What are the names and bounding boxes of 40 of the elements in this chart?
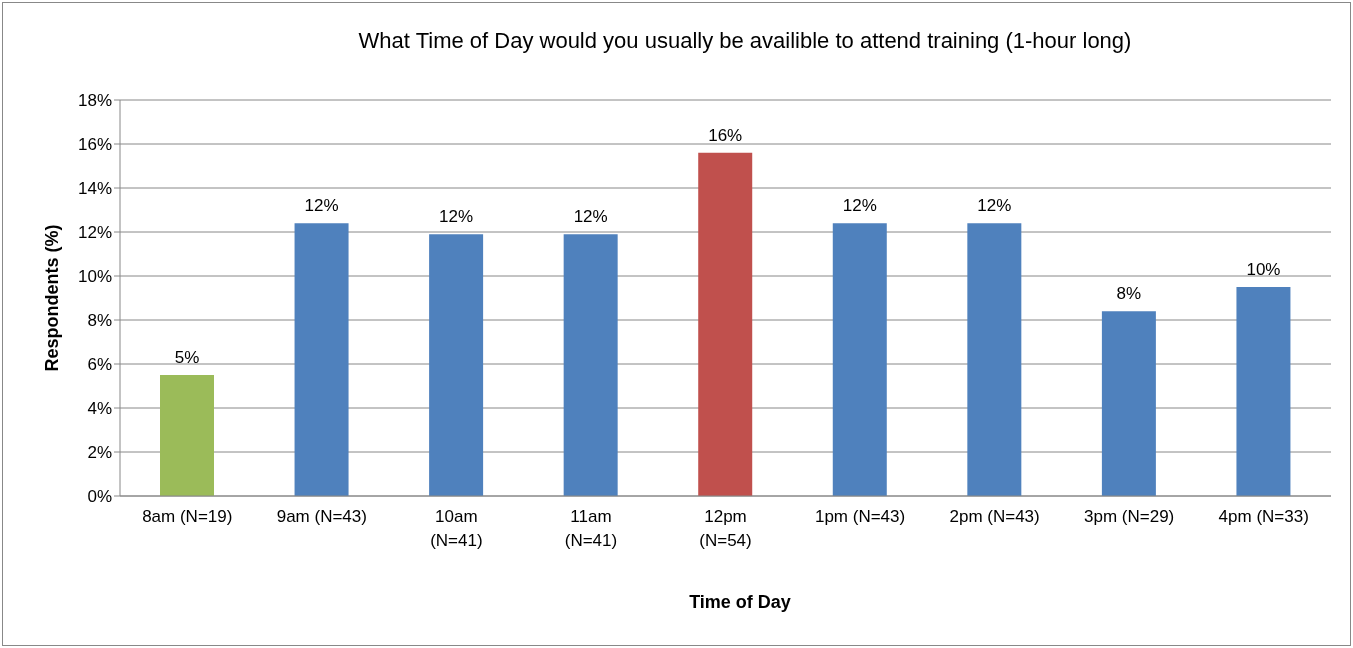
y-axis-title: Respondents (%) <box>41 224 63 372</box>
x-tick-label: 1pm (N=43) <box>814 507 906 526</box>
x-tick-label: 4pm (N=33) <box>1218 507 1309 526</box>
bar <box>563 234 618 496</box>
data-label: 12% <box>439 207 474 227</box>
y-tick-label: 12% <box>77 223 112 243</box>
bar <box>1101 311 1156 496</box>
x-axis-title: Time of Day <box>688 592 792 613</box>
x-tick-label: 9am (N=43) <box>276 507 367 526</box>
data-label: 12% <box>304 196 339 216</box>
data-label: 12% <box>977 196 1012 216</box>
chart-title: What Time of Day would you usually be availible to attend training (1-hour long) <box>357 28 1133 54</box>
y-tick-label: 16% <box>77 135 112 155</box>
x-tick-label: 2pm (N=43) <box>949 507 1040 526</box>
bar <box>160 375 214 496</box>
bar <box>294 223 349 496</box>
x-tick-label: 8am (N=19) <box>142 507 233 526</box>
y-tick-label: 4% <box>87 399 112 419</box>
bar <box>429 234 484 496</box>
y-tick-label: 8% <box>87 311 112 331</box>
x-tick-label: 10am (N=41) <box>430 507 483 550</box>
data-label: 16% <box>708 125 743 145</box>
bar <box>832 223 887 496</box>
data-label: 12% <box>573 207 608 227</box>
x-tick-label: 3pm (N=29) <box>1084 507 1175 526</box>
y-tick-label: 2% <box>87 443 112 463</box>
data-label: 12% <box>842 196 877 216</box>
x-tick-label: 11am (N=41) <box>564 507 618 550</box>
data-label: 8% <box>1116 284 1142 304</box>
y-tick-label: 10% <box>77 267 112 287</box>
data-label: 5% <box>174 348 200 367</box>
bar <box>967 223 1022 496</box>
y-tick-label: 14% <box>77 179 112 199</box>
y-tick-label: 6% <box>87 355 112 375</box>
x-tick-label: 12pm (N=54) <box>699 507 752 550</box>
bar <box>1236 287 1291 496</box>
y-tick-label: 0% <box>87 487 112 507</box>
data-label: 10% <box>1246 260 1281 279</box>
y-tick-label: 18% <box>77 91 112 111</box>
bar <box>698 152 753 496</box>
